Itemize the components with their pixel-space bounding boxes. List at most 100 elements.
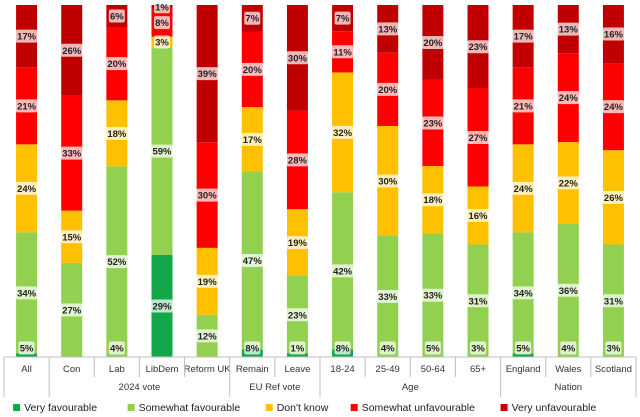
label-leave-base-bg (289, 341, 306, 355)
label-leave-somewhat-favourable: 23% (286, 308, 309, 322)
label-lab-somewhat-unfavourable: 20% (105, 57, 128, 71)
label-remain-somewhat-favourable-text: 47% (243, 256, 263, 267)
label-scotland-base-bg (605, 341, 622, 355)
label-50-64-somewhat-unfavourable: 23% (421, 116, 444, 130)
label-libdem-very-unfavourable: 1% (154, 0, 170, 13)
label-england-don-t-know-text: 24% (514, 184, 534, 195)
label-25-49-somewhat-favourable: 33% (376, 290, 399, 303)
label-25-49-base: 4% (379, 341, 396, 355)
label-18-24-somewhat-favourable-bg (331, 264, 354, 278)
label-scotland-somewhat-unfavourable-text: 24% (604, 102, 624, 113)
label-leave-base-text: 1% (291, 344, 305, 355)
label-50-64-very-unfavourable: 20% (421, 35, 444, 49)
tick-england: England (506, 364, 541, 375)
label-leave-don-t-know-bg (286, 236, 309, 250)
label-con-somewhat-favourable-text: 27% (62, 305, 82, 316)
label-leave-somewhat-unfavourable: 28% (286, 153, 309, 167)
label-all-very-unfavourable-bg (15, 29, 38, 43)
legend-swatch-somewhat-unfavourable (350, 404, 358, 411)
label-libdem-somewhat-unfavourable-text: 8% (155, 18, 169, 29)
label-libdem-very-unfavourable-text: 1% (155, 2, 169, 13)
label-all-don-t-know: 24% (15, 181, 38, 195)
label-england-base: 5% (515, 341, 532, 355)
label-65-don-t-know-text: 16% (468, 211, 488, 222)
label-50-64-don-t-know-bg (421, 193, 444, 207)
legend-label-somewhat-unfavourable: Somewhat unfavourable (362, 402, 475, 414)
label-libdem-don-t-know: 3% (154, 35, 170, 49)
label-65-very-unfavourable: 23% (467, 40, 489, 54)
label-scotland-somewhat-favourable: 31% (602, 294, 625, 308)
label-18-24-base: 8% (334, 341, 351, 355)
label-wales-somewhat-favourable: 36% (557, 283, 580, 297)
label-leave-somewhat-unfavourable-bg (286, 153, 309, 167)
label-scotland-don-t-know: 26% (602, 190, 625, 204)
label-18-24-don-t-know-bg (331, 125, 354, 139)
label-50-64-somewhat-favourable-text: 33% (423, 291, 443, 302)
label-reform-uk-somewhat-favourable: 12% (196, 329, 219, 343)
label-scotland-somewhat-favourable-bg (602, 294, 625, 308)
label-25-49-base-bg (379, 341, 396, 355)
label-25-49-don-t-know: 30% (376, 174, 399, 188)
label-england-don-t-know: 24% (512, 181, 535, 195)
label-65-base-bg (470, 341, 486, 355)
label-libdem-very-favourable: 29% (151, 299, 173, 313)
bar-leave-very-favourable (286, 353, 308, 357)
label-con-somewhat-unfavourable: 33% (60, 146, 83, 160)
label-18-24-base-text: 8% (336, 344, 350, 355)
label-england-very-unfavourable: 17% (512, 29, 535, 43)
label-wales-somewhat-unfavourable: 24% (557, 91, 580, 105)
bar-all-very-favourable (16, 353, 38, 357)
labels-layer: 34% 24% 21% 17% 5% 27% 15% 33% 26% 52% 18% 20% 6% 4% 2… (15, 0, 625, 355)
label-all-somewhat-favourable-bg (15, 286, 38, 300)
label-leave-very-unfavourable-bg (286, 51, 309, 65)
tick-scotland: Scotland (595, 364, 632, 375)
label-18-24-somewhat-unfavourable-bg (331, 45, 354, 59)
label-england-very-unfavourable-bg (512, 29, 535, 43)
label-reform-uk-don-t-know: 19% (196, 274, 219, 288)
label-con-very-unfavourable-bg (60, 43, 83, 57)
label-lab-base-bg (108, 341, 125, 355)
tick-wales: Wales (555, 364, 581, 375)
label-all-don-t-know-text: 24% (17, 184, 37, 195)
label-libdem-very-favourable-bg (151, 299, 173, 313)
label-remain-base-bg (244, 341, 261, 355)
label-libdem-don-t-know-text: 3% (155, 37, 169, 48)
label-wales-very-unfavourable: 13% (557, 22, 580, 36)
label-50-64-very-unfavourable-text: 20% (423, 38, 443, 49)
legend-label-somewhat-favourable: Somewhat favourable (139, 402, 241, 414)
label-65-don-t-know: 16% (467, 208, 489, 222)
label-65-somewhat-unfavourable-text: 27% (468, 133, 488, 144)
label-libdem-very-unfavourable-bg (154, 0, 170, 14)
label-libdem-somewhat-unfavourable: 8% (154, 16, 170, 30)
label-65-somewhat-unfavourable: 27% (467, 130, 489, 144)
legend-swatch-somewhat-favourable (127, 404, 135, 411)
label-con-very-unfavourable-text: 26% (62, 46, 82, 57)
label-50-64-somewhat-favourable: 33% (421, 288, 444, 302)
label-lab-don-t-know-bg (105, 126, 128, 140)
label-18-24-very-unfavourable-text: 7% (336, 14, 350, 25)
legend-label-don-t-know: Don't know (277, 402, 329, 414)
label-65-somewhat-unfavourable-bg (467, 130, 489, 144)
label-libdem-don-t-know-bg (154, 35, 170, 49)
label-65-somewhat-favourable-text: 31% (468, 296, 488, 307)
tick-all: All (21, 364, 32, 375)
label-all-very-unfavourable: 17% (15, 29, 38, 43)
label-remain-don-t-know: 17% (241, 132, 264, 146)
label-leave-don-t-know-text: 19% (288, 238, 308, 249)
label-50-64-base-bg (424, 341, 441, 355)
label-wales-don-t-know-bg (557, 176, 580, 190)
label-england-somewhat-favourable: 34% (512, 286, 535, 300)
group-nation: Nation (555, 382, 582, 393)
label-25-49-very-unfavourable-bg (376, 22, 399, 36)
label-remain-very-unfavourable: 7% (244, 11, 261, 25)
legend-swatch-very-unfavourable (500, 404, 508, 411)
label-england-very-unfavourable-text: 17% (514, 32, 534, 43)
label-all-somewhat-unfavourable: 21% (15, 99, 38, 113)
label-leave-don-t-know: 19% (286, 236, 309, 250)
label-all-somewhat-unfavourable-text: 21% (17, 101, 37, 112)
label-25-49-very-unfavourable: 13% (376, 22, 399, 36)
x-axis: All Con Lab LibDem Reform UK Remain Leave 18-24… (3, 356, 637, 397)
label-50-64-somewhat-unfavourable-text: 23% (423, 118, 443, 129)
label-wales-somewhat-unfavourable-text: 24% (559, 93, 579, 104)
legend-item-somewhat-unfavourable: Somewhat unfavourable (350, 402, 475, 414)
